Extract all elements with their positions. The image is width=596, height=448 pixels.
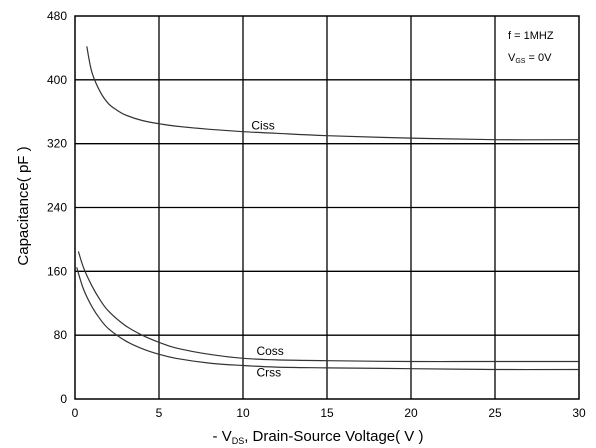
tick-labels: 0 5 10 15 20 25 30 0 80 160 240 320 400 480 [47,9,586,420]
series-line-coss [77,251,579,363]
x-axis-label: - VDS, Drain-Source Voltage( V ) [213,428,424,446]
y-axis-label: Capacitance( pF ) [15,146,32,265]
y-tick-label-160: 160 [47,264,67,278]
series-label-ciss: Ciss [251,118,274,132]
condition-frequency: f = 1MHZ [508,30,554,42]
series-label-coss: Coss [256,344,283,358]
x-tick-label-15: 15 [320,406,334,420]
series-line-crss [76,267,580,371]
series-labels: Ciss Coss Crss [251,118,283,379]
condition-gate-voltage: VGS = 0V [508,52,552,65]
y-tick-label-400: 400 [47,73,67,87]
x-tick-label-10: 10 [236,406,250,420]
series-layer [76,46,580,371]
x-tick-label-0: 0 [72,406,79,420]
series-line-ciss [86,46,580,141]
y-tick-label-480: 480 [47,9,67,23]
series-label-crss: Crss [256,366,281,380]
x-tick-label-20: 20 [404,406,418,420]
grid [75,16,579,399]
x-tick-label-30: 30 [572,406,586,420]
plot-frame [74,15,580,400]
y-tick-label-320: 320 [47,137,67,151]
x-tick-label-5: 5 [156,406,163,420]
y-tick-label-0: 0 [60,392,67,406]
y-tick-label-240: 240 [47,201,67,215]
y-tick-label-80: 80 [54,328,68,342]
x-tick-label-25: 25 [488,406,502,420]
test-conditions: f = 1MHZ VGS = 0V [508,30,554,65]
